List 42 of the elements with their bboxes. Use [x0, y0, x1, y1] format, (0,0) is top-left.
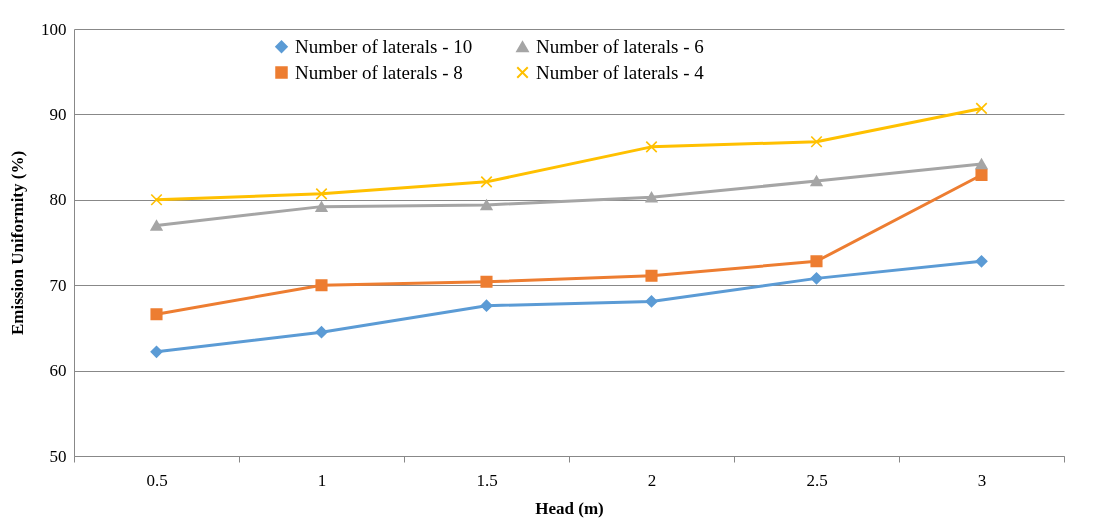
x-tick-label: 1	[317, 470, 327, 490]
point	[645, 269, 658, 282]
x-tick-label: 2.5	[806, 470, 828, 490]
legend-label: Number of laterals - 8	[295, 61, 463, 83]
y-tick-label: 100	[41, 19, 67, 39]
point	[150, 193, 163, 206]
x-tick-label: 0.5	[146, 470, 168, 490]
x-tick-label: 3	[977, 470, 987, 490]
y-axis-title: Emission Uniformity (%)	[8, 150, 27, 336]
x-tick-label: 1.5	[476, 470, 498, 490]
legend-label: Number of laterals - 10	[295, 35, 473, 57]
point	[810, 255, 823, 268]
point	[315, 201, 328, 212]
point	[975, 255, 988, 268]
y-tick-label: 70	[49, 275, 67, 295]
legend-label: Number of laterals - 6	[536, 35, 704, 57]
point	[645, 295, 658, 308]
point	[810, 135, 823, 148]
point	[480, 199, 493, 211]
y-tick-label: 60	[49, 361, 67, 381]
point	[975, 168, 988, 182]
legend-label: Number of laterals - 4	[536, 61, 705, 83]
point	[810, 272, 823, 285]
point	[975, 102, 988, 115]
point	[315, 279, 328, 292]
point	[150, 220, 163, 231]
x-axis-title: Head (m)	[535, 498, 604, 518]
point	[150, 308, 163, 321]
point	[480, 299, 493, 312]
point	[480, 175, 493, 188]
point	[480, 275, 493, 288]
y-tick-label: 80	[49, 190, 67, 210]
point	[975, 158, 988, 170]
y-tick-label: 50	[49, 446, 67, 466]
point	[645, 140, 658, 153]
point	[810, 175, 823, 187]
point	[150, 345, 163, 358]
y-tick-label: 90	[49, 104, 67, 124]
x-tick-label: 2	[647, 470, 657, 490]
point	[645, 191, 658, 203]
point	[315, 326, 328, 339]
point	[315, 187, 328, 200]
